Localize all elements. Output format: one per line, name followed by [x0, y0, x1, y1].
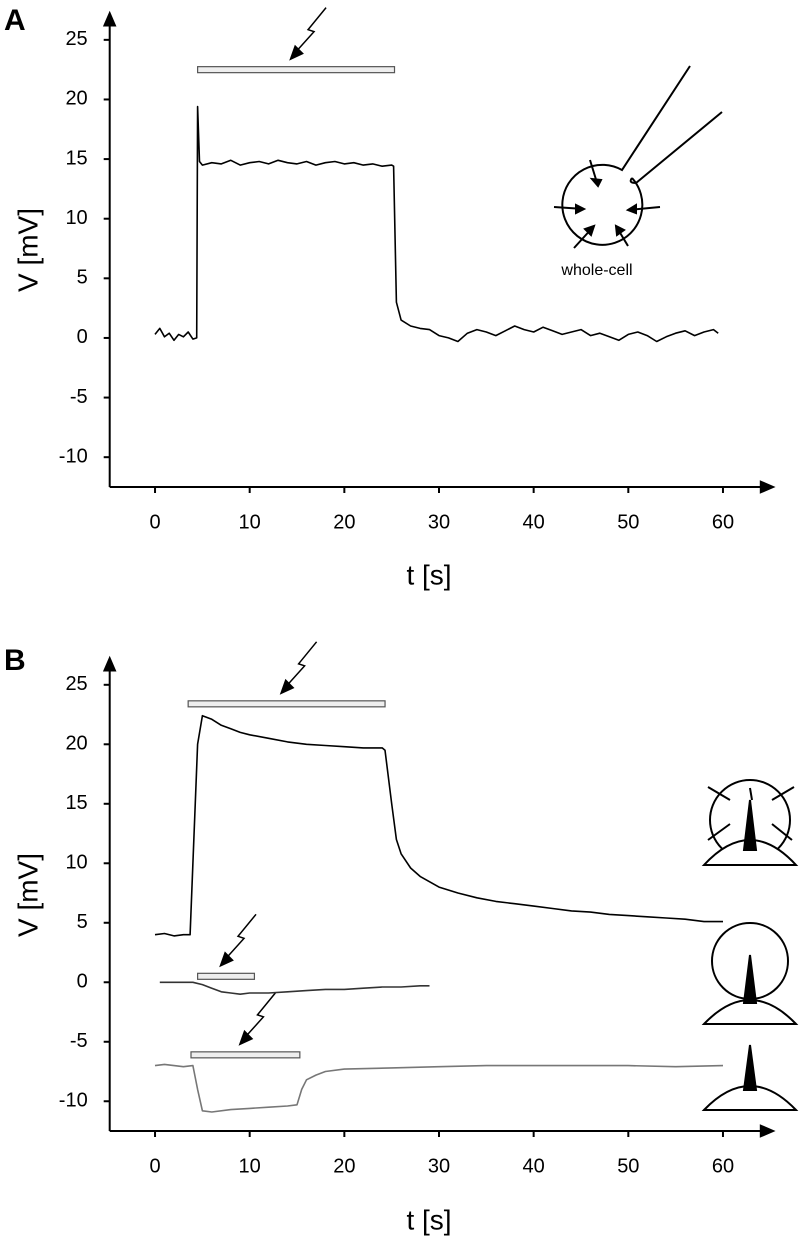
- diagram-label: whole-cell: [560, 262, 632, 279]
- y-tick-label: -10: [59, 445, 88, 467]
- cell-diagrams: [701, 779, 799, 1111]
- x-tick-label: 0: [149, 1155, 160, 1177]
- x-tick-label: 20: [333, 511, 355, 533]
- stimulus-bar: [187, 700, 386, 708]
- light-stimulus-icon: [225, 913, 257, 959]
- x-tick-label: 10: [239, 1155, 261, 1177]
- light-arrowhead: [219, 951, 234, 968]
- y-tick-label: -10: [59, 1090, 88, 1112]
- whole-cell-diagram: whole-cell: [553, 65, 723, 279]
- y-tick-label: 20: [65, 88, 87, 110]
- x-tick-label: 60: [712, 511, 734, 533]
- y-axis-label: V [mV]: [12, 853, 43, 937]
- x-tick-label: 60: [712, 1155, 734, 1177]
- y-tick-label: -5: [70, 386, 88, 408]
- stimulus-bar: [197, 66, 396, 74]
- y-tick-label: 5: [77, 911, 88, 933]
- y-tick-label: 5: [77, 267, 88, 289]
- stimulus-bar: [197, 972, 256, 980]
- x-tick-label: 30: [428, 511, 450, 533]
- y-tick-label: -5: [70, 1030, 88, 1052]
- x-tick-label: 50: [617, 511, 639, 533]
- x-tick-label: 50: [617, 1155, 639, 1177]
- x-tick-label: 0: [149, 511, 160, 533]
- light-arrowhead: [238, 1029, 254, 1046]
- stimulus-bar: [190, 1051, 301, 1059]
- x-axis-label: t [s]: [406, 559, 451, 590]
- light-arrowhead: [289, 44, 304, 61]
- x-tick-label: 10: [239, 511, 261, 533]
- y-tick-label: 20: [65, 733, 87, 755]
- trace: [159, 981, 430, 995]
- trace: [154, 105, 719, 343]
- y-tick-label: 25: [65, 28, 87, 50]
- panel-label: A: [4, 4, 26, 37]
- x-tick-label: 30: [428, 1155, 450, 1177]
- y-tick-label: 15: [65, 792, 87, 814]
- x-axis-arrow: [759, 480, 776, 494]
- x-tick-label: 40: [523, 1155, 545, 1177]
- trace: [154, 1063, 724, 1113]
- light-stimulus-icon: [244, 992, 277, 1038]
- light-stimulus-icon: [286, 641, 318, 687]
- x-tick-label: 40: [523, 511, 545, 533]
- y-tick-label: 25: [65, 673, 87, 695]
- chart-panel: A -10 -5 0 5 10 15 20 25 0 10 20 30 40 50 60 t [s] V [mV]: [4, 4, 776, 590]
- y-tick-label: 0: [77, 971, 88, 993]
- x-axis-label: t [s]: [406, 1204, 451, 1235]
- light-stimulus-icon: [295, 7, 327, 53]
- y-tick-label: 10: [65, 207, 87, 229]
- y-tick-label: 0: [77, 326, 88, 348]
- y-tick-label: 10: [65, 852, 87, 874]
- y-axis-arrow: [102, 10, 117, 27]
- x-tick-label: 20: [333, 1155, 355, 1177]
- y-axis-label: V [mV]: [12, 208, 43, 292]
- y-axis-arrow: [102, 655, 117, 672]
- panel-label: B: [4, 644, 26, 677]
- y-tick-label: 15: [65, 147, 87, 169]
- light-arrowhead: [279, 678, 295, 695]
- chart-panel: B -10 -5 0 5 10 15 20 25 0 10 20 30 40 50 60 t [s] V [mV]: [4, 641, 776, 1235]
- trace: [154, 714, 723, 937]
- x-axis-arrow: [759, 1124, 776, 1138]
